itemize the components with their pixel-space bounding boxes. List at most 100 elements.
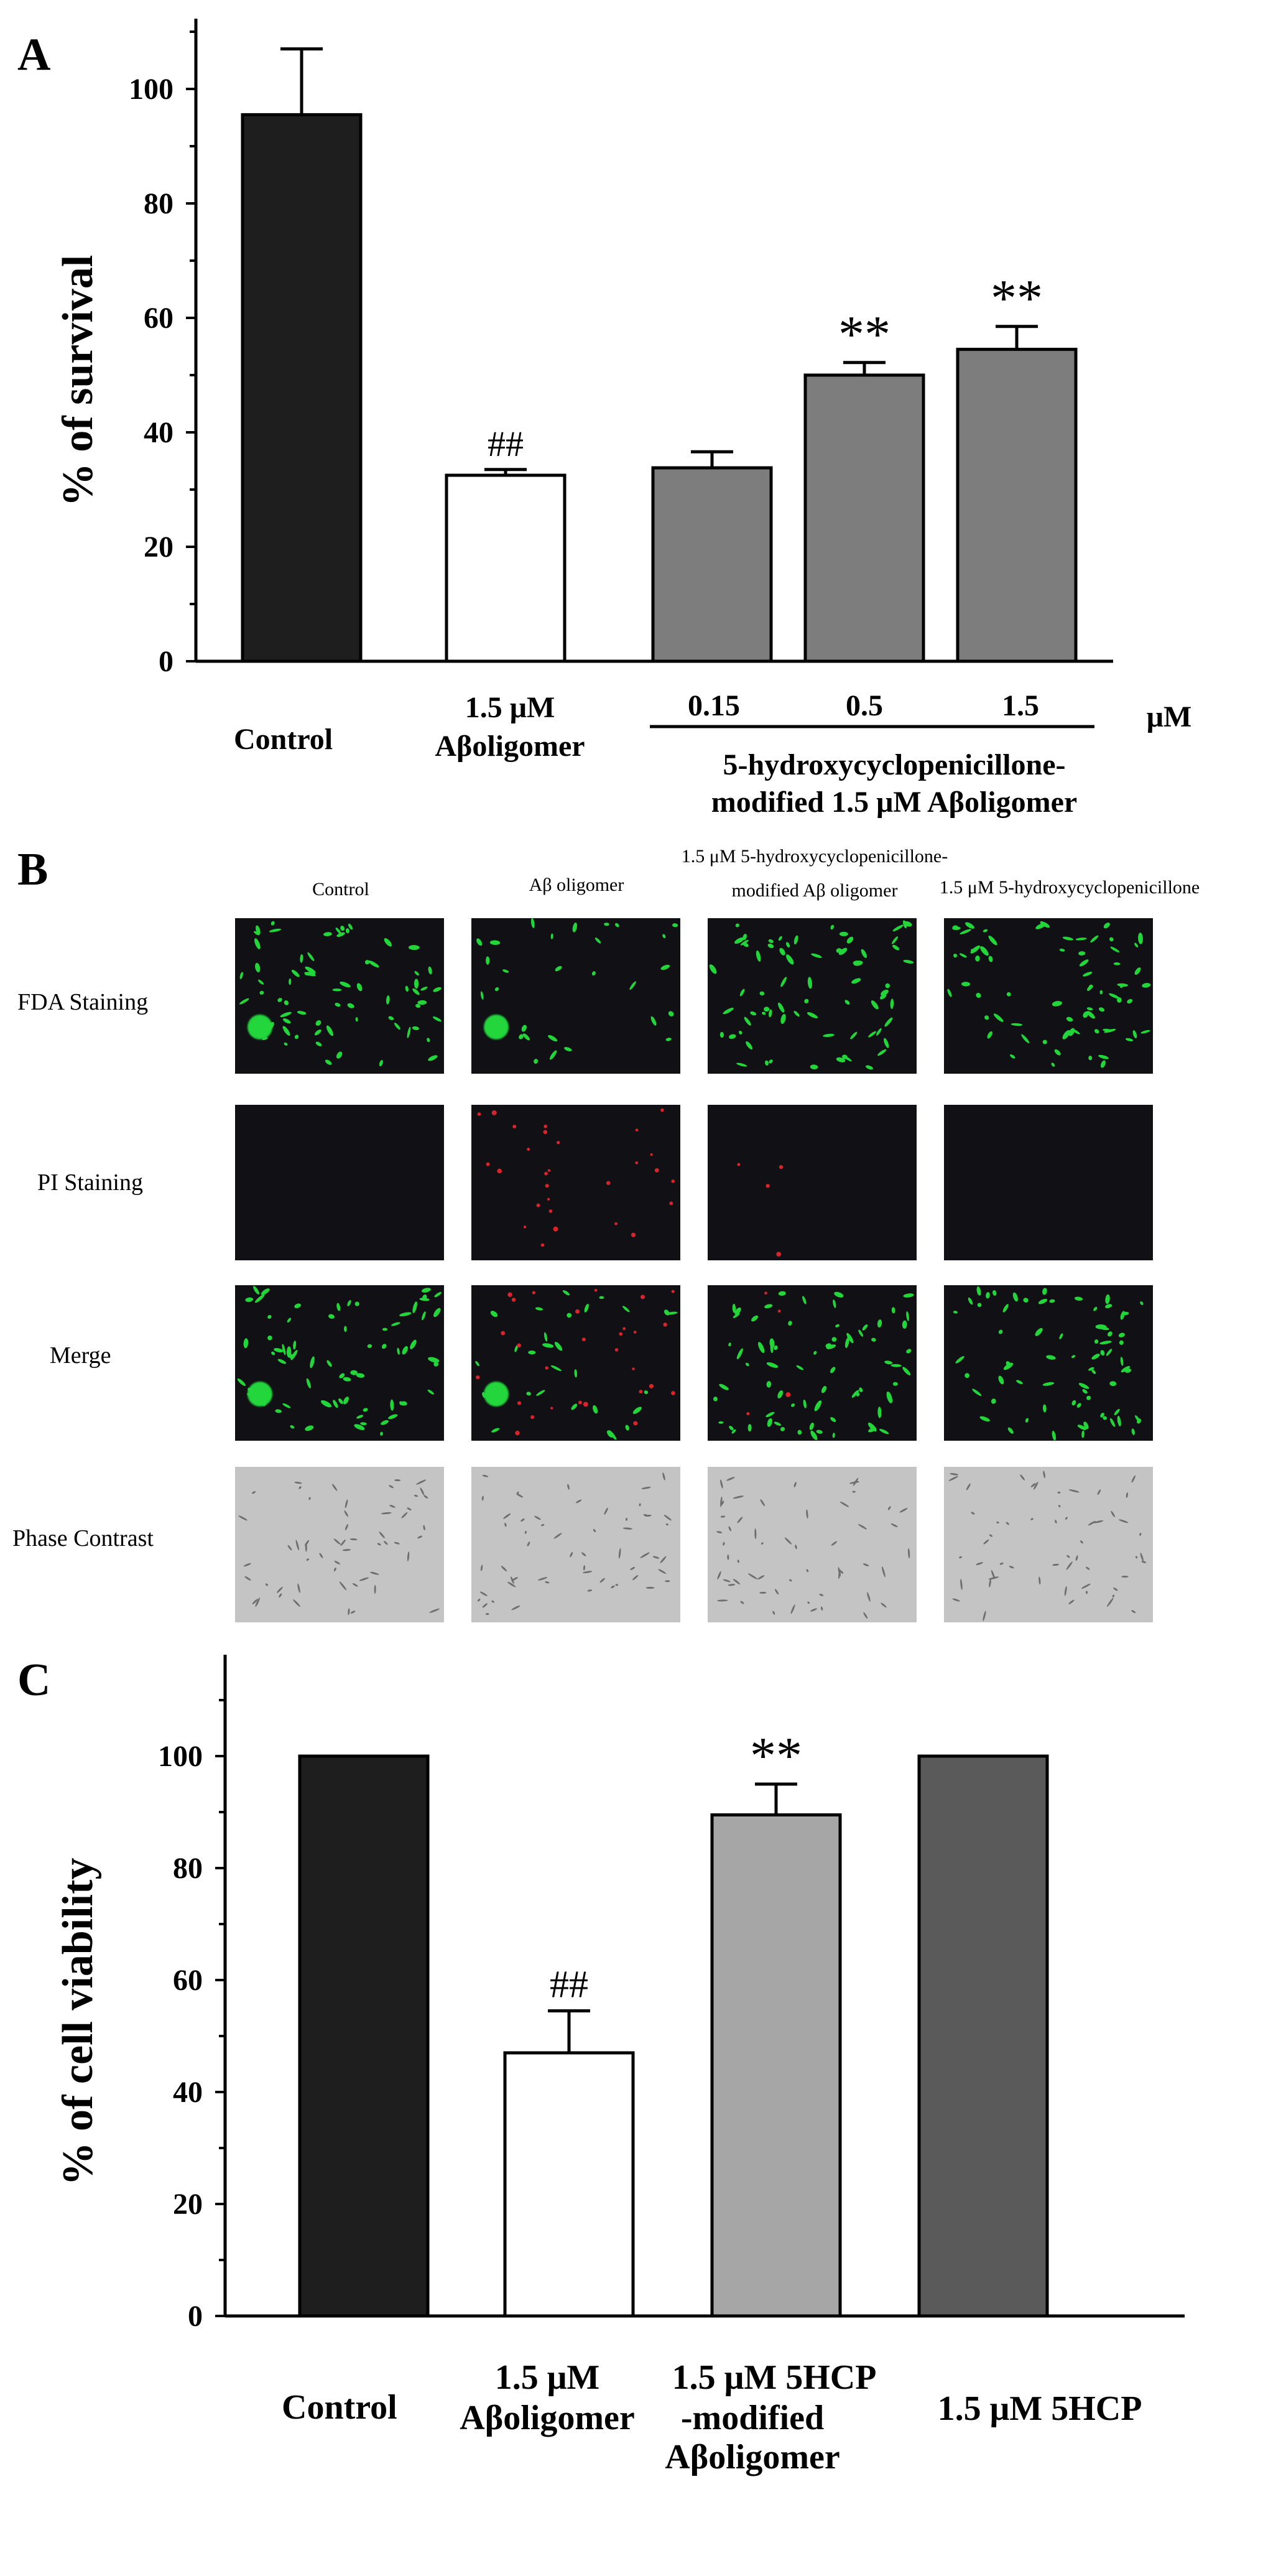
red-cell [583,1402,588,1407]
cell-shape [520,1518,525,1522]
green-cell [336,932,345,937]
red-cell [660,1108,664,1112]
cell-shape [407,1551,410,1561]
green-cell [719,1031,724,1038]
cell-shape [853,1477,859,1486]
green-cell [528,1351,536,1355]
cell-shape [737,1560,739,1563]
green-cell [821,1385,827,1393]
green-cell [286,1346,292,1358]
green-cell [902,1367,911,1375]
cell-shape [277,1586,283,1593]
cell-shape [733,1579,741,1585]
green-cell [280,1011,292,1018]
green-cell [336,1051,343,1059]
micrograph-r3-c0 [235,1467,444,1622]
green-cell [906,1349,912,1354]
label-dose-1-5: 1.5 [1002,689,1039,722]
green-cell [326,1360,332,1367]
cell-shape [420,1487,425,1495]
red-cell [777,1309,781,1313]
green-cell [282,1344,286,1355]
green-cell [274,1348,284,1353]
green-cell [293,1341,297,1350]
cell-shape [761,1542,764,1545]
green-cell [836,1057,846,1062]
cell-shape [381,1512,392,1515]
green-cell [1094,1029,1099,1034]
cell-shape [723,1541,725,1546]
green-cell [1140,1301,1144,1305]
green-cell [282,1018,291,1024]
green-cell [360,1422,367,1426]
green-cell [271,1351,275,1355]
green-cell [1035,1328,1043,1336]
cell-shape [567,1484,570,1490]
green-cell [307,952,315,961]
green-cell [803,1399,807,1408]
green-cell [729,1426,734,1431]
green-cell [1127,998,1133,1004]
panel-a: A % of survival 0 20 40 60 80 100 ## ** ** Cont… [17,19,1191,819]
green-cell [343,1397,349,1405]
green-cell [277,1359,287,1364]
cell-shape [345,1523,349,1531]
cell-shape [1131,1610,1136,1614]
green-cell [1131,1428,1135,1435]
micrograph-r2-c2 [708,1285,917,1441]
green-cell [778,1291,786,1296]
cell-shape [244,1576,251,1581]
cell-shape [350,1611,356,1614]
green-cell [767,943,774,949]
cell-shape [538,1577,548,1581]
cell-shape [863,1563,869,1566]
green-cell [735,923,739,928]
green-cell [245,1297,254,1302]
green-cell [1062,936,1074,941]
green-cell [391,1322,400,1326]
y-tick-label: 20 [173,2188,203,2221]
green-cell [1140,1030,1150,1034]
green-cell [1088,984,1093,989]
cell-shape [570,1551,573,1558]
cell-shape [1066,1555,1070,1558]
cell-shape [332,1484,338,1491]
fluorescence-image [944,1285,1153,1441]
fluorescence-image [235,1105,444,1260]
green-cell [294,1303,302,1308]
micrograph-grid [235,918,1153,1622]
green-cell [614,923,619,928]
green-cell [625,1425,629,1431]
cell-shape [959,1556,963,1559]
green-cell [979,1416,990,1422]
green-cell [629,981,636,990]
phase-contrast-image [944,1467,1153,1622]
green-cell [356,983,363,992]
green-cell [762,1011,766,1015]
green-cell [1119,984,1123,988]
cell-shape [618,1548,621,1559]
green-cell [390,1399,394,1411]
red-cell [507,1292,512,1297]
green-cell [983,929,988,932]
red-cell [640,1295,645,1300]
red-cell [476,1375,480,1380]
cell-shape [881,1566,886,1578]
cell-shape [1111,1510,1115,1517]
green-cell [811,953,822,958]
cell-shape [295,1540,300,1551]
green-cell [1091,1354,1100,1360]
green-cell [1100,1327,1109,1331]
green-cell [853,960,861,965]
green-cell [672,923,678,928]
green-cell [877,1407,882,1418]
green-cell [746,1041,753,1050]
cell-shape [1088,1520,1096,1526]
cell-shape [1075,1555,1078,1561]
green-cell [992,1290,997,1296]
green-cell [759,991,765,996]
cell-shape [423,1495,428,1499]
cell-shape [983,1611,986,1621]
cell-shape [838,1566,841,1577]
green-cell [1042,1039,1047,1044]
